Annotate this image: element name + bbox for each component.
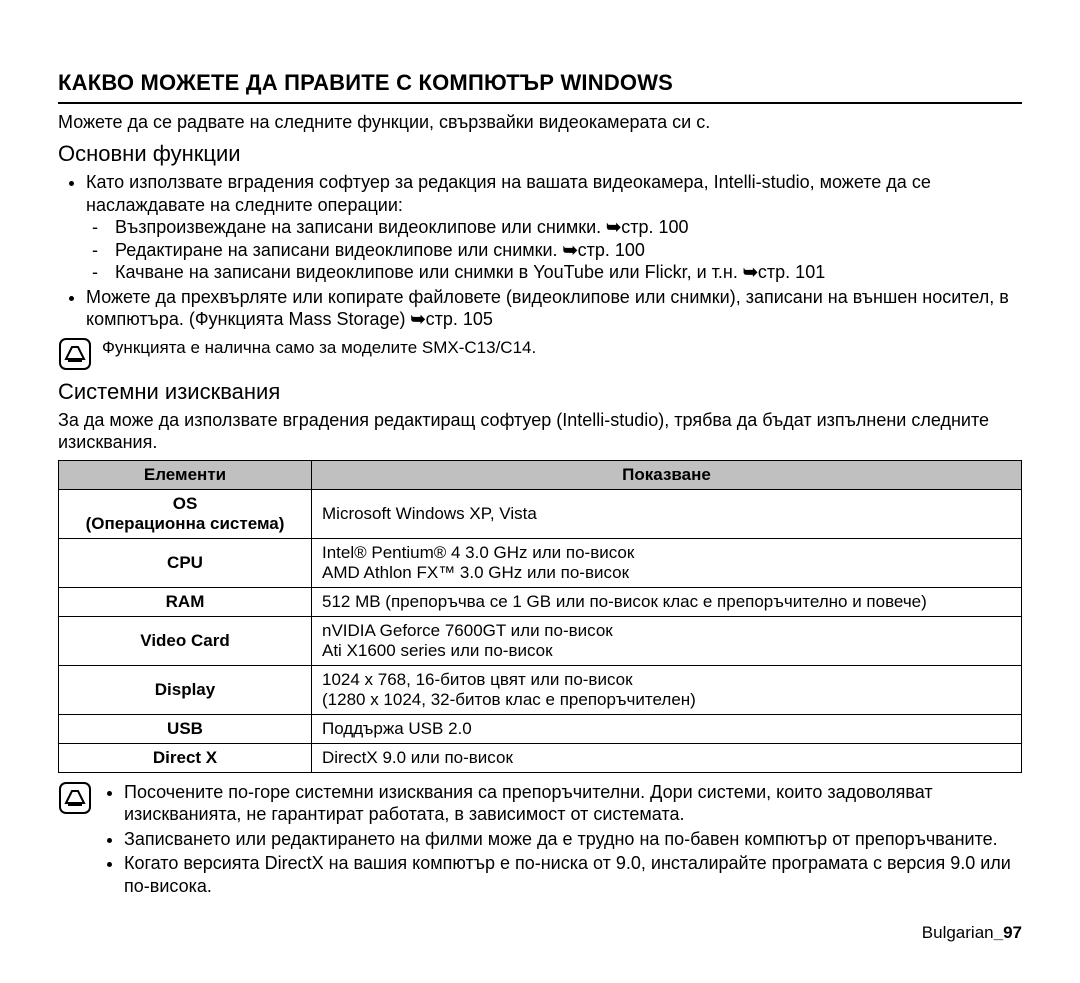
section-heading-main: Основни функции (58, 141, 1022, 167)
table-value-cell: 512 MB (препоръчва се 1 GB или по-висок … (312, 587, 1022, 616)
list-item: Редактиране на записани видеоклипове или… (110, 239, 1022, 262)
table-label-cell: OS (Операционна система) (59, 489, 312, 538)
table-header-cell: Показване (312, 460, 1022, 489)
list-item-text: Възпроизвеждане на записани видеоклипове… (115, 217, 606, 237)
table-value-cell: DirectX 9.0 или по-висок (312, 743, 1022, 772)
table-label-cell: Display (59, 665, 312, 714)
main-functions-list: Като използвате вградения софтуер за ред… (58, 171, 1022, 331)
note-list: Посочените по-горе системни изисквания с… (102, 781, 1022, 904)
table-label-cell: CPU (59, 538, 312, 587)
page-footer: Bulgarian_97 (58, 923, 1022, 943)
list-item-text: Като използвате вградения софтуер за ред… (86, 172, 931, 215)
table-header-cell: Елементи (59, 460, 312, 489)
cell-text: (Операционна система) (86, 514, 285, 533)
section-heading-sys: Системни изисквания (58, 379, 1022, 405)
arrow-icon: ➥ (606, 217, 621, 237)
system-requirements-table: Елементи Показване OS (Операционна систе… (58, 460, 1022, 773)
footer-sep: _ (994, 923, 1003, 942)
sub-list: Възпроизвеждане на записани видеоклипове… (86, 216, 1022, 284)
list-item: Посочените по-горе системни изисквания с… (124, 781, 1022, 826)
list-item: Записването или редактирането на филми м… (124, 828, 1022, 851)
list-item: Можете да прехвърляте или копирате файло… (86, 286, 1022, 331)
page-ref: стр. 100 (578, 240, 645, 260)
cell-text: Intel® Pentium® 4 3.0 GHz или по-висок (322, 543, 634, 562)
arrow-icon: ➥ (563, 240, 578, 260)
table-row: USB Поддържа USB 2.0 (59, 714, 1022, 743)
table-row: RAM 512 MB (препоръчва се 1 GB или по-ви… (59, 587, 1022, 616)
table-row: CPU Intel® Pentium® 4 3.0 GHz или по-вис… (59, 538, 1022, 587)
table-row: OS (Операционна система) Microsoft Windo… (59, 489, 1022, 538)
note-icon (58, 337, 92, 371)
list-item: Когато версията DirectX на вашия компютъ… (124, 852, 1022, 897)
list-item-text: Редактиране на записани видеоклипове или… (115, 240, 563, 260)
arrow-icon: ➥ (743, 262, 758, 282)
table-value-cell: 1024 x 768, 16-битов цвят или по-висок (… (312, 665, 1022, 714)
table-value-cell: Microsoft Windows XP, Vista (312, 489, 1022, 538)
note-callout: Функцията е налична само за моделите SMX… (58, 337, 1022, 371)
page-ref: стр. 105 (426, 309, 493, 329)
list-item: Възпроизвеждане на записани видеоклипове… (110, 216, 1022, 239)
note-callout: Посочените по-горе системни изисквания с… (58, 781, 1022, 904)
cell-text: nVIDIA Geforce 7600GT или по-висок (322, 621, 613, 640)
table-header-row: Елементи Показване (59, 460, 1022, 489)
list-item-text: Качване на записани видеоклипове или сни… (115, 262, 743, 282)
table-row: Direct X DirectX 9.0 или по-висок (59, 743, 1022, 772)
table-label-cell: Video Card (59, 616, 312, 665)
table-value-cell: nVIDIA Geforce 7600GT или по-висок Ati X… (312, 616, 1022, 665)
note-icon (58, 781, 92, 815)
list-item: Като използвате вградения софтуер за ред… (86, 171, 1022, 284)
list-item: Качване на записани видеоклипове или сни… (110, 261, 1022, 284)
cell-text: 1024 x 768, 16-битов цвят или по-висок (322, 670, 633, 689)
page-ref: стр. 101 (758, 262, 825, 282)
sys-intro-text: За да може да използвате вградения редак… (58, 409, 1022, 454)
table-row: Display 1024 x 768, 16-битов цвят или по… (59, 665, 1022, 714)
document-page: КАКВО МОЖЕТЕ ДА ПРАВИТЕ С КОМПЮТЪР WINDO… (0, 0, 1080, 983)
table-label-cell: USB (59, 714, 312, 743)
intro-text: Можете да се радвате на следните функции… (58, 112, 1022, 133)
list-item-text: Можете да прехвърляте или копирате файло… (86, 287, 1009, 330)
footer-page-number: 97 (1003, 923, 1022, 942)
arrow-icon: ➥ (411, 309, 426, 329)
footer-lang: Bulgarian (922, 923, 994, 942)
note-text: Функцията е налична само за моделите SMX… (102, 337, 1022, 358)
table-value-cell: Intel® Pentium® 4 3.0 GHz или по-висок A… (312, 538, 1022, 587)
cell-text: AMD Athlon FX™ 3.0 GHz или по-висок (322, 563, 629, 582)
page-title: КАКВО МОЖЕТЕ ДА ПРАВИТЕ С КОМПЮТЪР WINDO… (58, 70, 1022, 104)
table-label-cell: Direct X (59, 743, 312, 772)
cell-text: (1280 x 1024, 32-битов клас е препоръчит… (322, 690, 696, 709)
table-row: Video Card nVIDIA Geforce 7600GT или по-… (59, 616, 1022, 665)
cell-text: Ati X1600 series или по-висок (322, 641, 553, 660)
cell-text: OS (173, 494, 198, 513)
table-label-cell: RAM (59, 587, 312, 616)
table-value-cell: Поддържа USB 2.0 (312, 714, 1022, 743)
page-ref: стр. 100 (621, 217, 688, 237)
